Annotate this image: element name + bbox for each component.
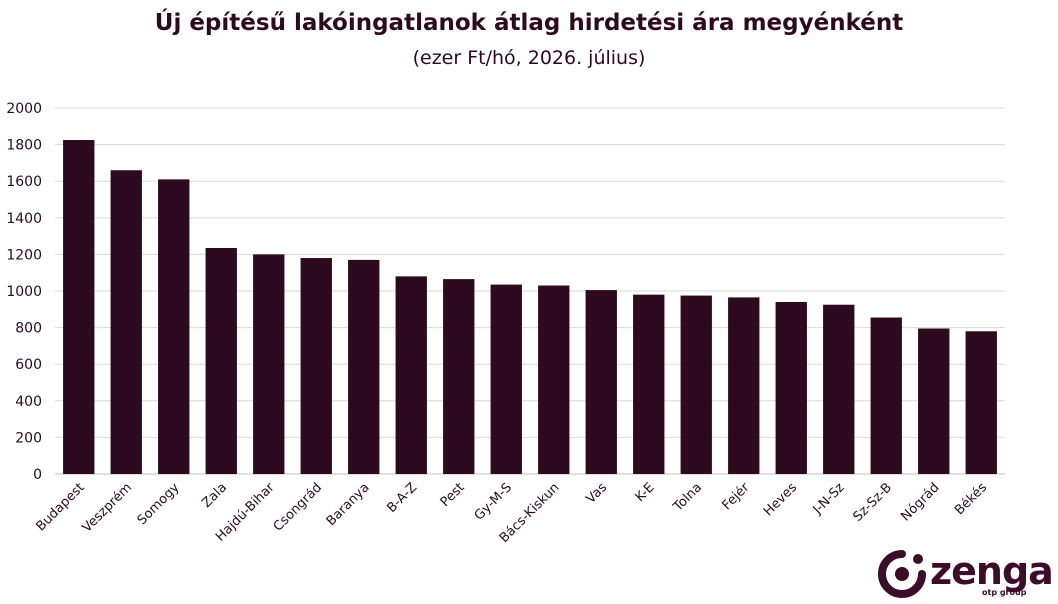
x-tick-label: Fejér: [720, 480, 753, 513]
y-tick-label: 400: [15, 394, 42, 410]
bar: [538, 285, 570, 474]
bar: [205, 247, 237, 474]
bar: [585, 290, 617, 474]
y-tick-label: 600: [15, 357, 42, 373]
y-tick-label: 1400: [6, 211, 42, 227]
bar: [253, 254, 285, 474]
y-tick-label: 1000: [6, 284, 42, 300]
zenga-swirl-icon: [878, 550, 926, 598]
x-tick-label: K-E: [633, 480, 658, 505]
bar: [965, 331, 997, 474]
bar: [680, 295, 712, 474]
bar: [63, 140, 95, 474]
x-tick-label: Somogy: [135, 480, 183, 528]
bar: [300, 258, 332, 474]
y-tick-label: 1200: [6, 247, 42, 263]
x-tick-label: Veszprém: [80, 480, 135, 535]
x-tick-label: Vas: [583, 480, 610, 507]
logo-subtext: otp group: [982, 588, 1027, 597]
x-tick-label: B-A-Z: [384, 480, 420, 516]
bar: [823, 304, 855, 474]
zenga-logo: zenga otp group: [878, 548, 1054, 602]
y-tick-label: 0: [33, 467, 42, 483]
bar: [918, 328, 950, 474]
bar: [633, 294, 665, 474]
x-tick-label: Baranya: [324, 480, 373, 529]
bar: [443, 279, 475, 474]
y-tick-label: 200: [15, 430, 42, 446]
x-tick-label: Sz-Sz-B: [851, 480, 896, 525]
bar: [110, 170, 142, 474]
bar: [490, 284, 522, 474]
x-tick-label: J-N-Sz: [810, 480, 848, 518]
bar: [348, 259, 380, 474]
bar: [158, 179, 190, 474]
logo-wordmark: zenga: [930, 549, 1054, 593]
chart-title: Új építésű lakóingatlanok átlag hirdetés…: [154, 10, 904, 36]
x-tick-label: Gy-M-S: [472, 480, 515, 523]
chart-subtitle: (ezer Ft/hó, 2026. július): [412, 47, 646, 69]
x-tick-label: Nógrád: [898, 480, 942, 524]
y-tick-label: 800: [15, 321, 42, 337]
x-tick-label: Tolna: [670, 480, 705, 515]
x-tick-label: Heves: [761, 480, 800, 519]
x-tick-label: Zala: [199, 480, 230, 511]
bar: [728, 297, 760, 474]
x-tick-label: Békés: [952, 480, 990, 518]
y-tick-label: 1800: [6, 138, 42, 154]
y-tick-label: 1600: [6, 174, 42, 190]
bar: [775, 301, 807, 474]
x-tick-label: Pest: [438, 480, 468, 510]
bar: [395, 276, 427, 474]
y-tick-label: 2000: [6, 101, 42, 117]
bar: [870, 317, 902, 474]
x-tick-label: Csongrád: [271, 480, 325, 534]
